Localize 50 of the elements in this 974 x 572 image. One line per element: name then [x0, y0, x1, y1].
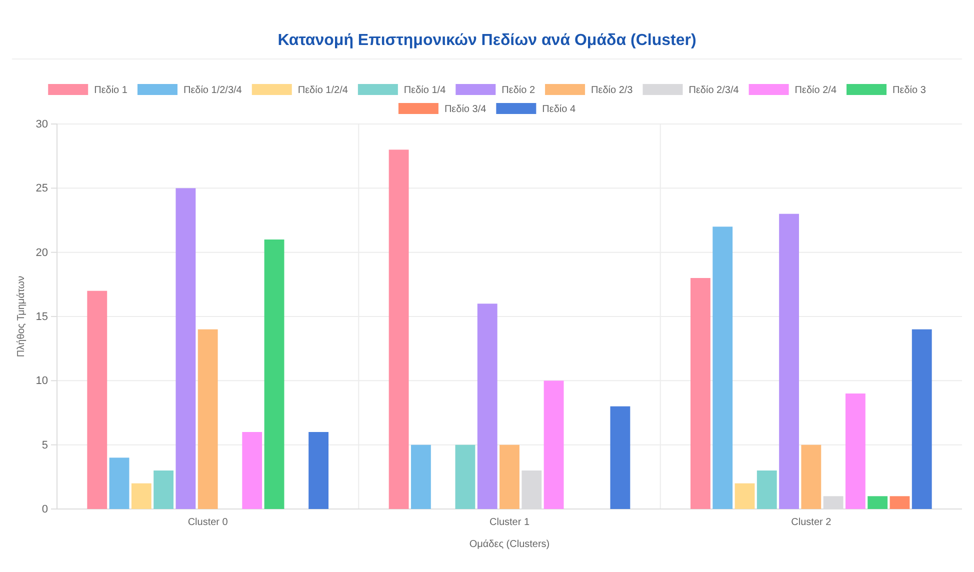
x-axis-title: Ομάδες (Clusters)	[469, 539, 550, 550]
bar	[308, 432, 328, 509]
bar	[477, 304, 498, 509]
bar	[264, 240, 284, 509]
legend-label: Πεδίο 2	[502, 85, 536, 96]
bar	[500, 444, 520, 509]
y-tick-label: 0	[42, 504, 48, 516]
x-tick-label: Cluster 1	[489, 517, 530, 528]
legend-label: Πεδίο 2/3/4	[688, 85, 740, 96]
legend-label: Πεδίο 1/4	[404, 85, 446, 96]
bar	[610, 406, 630, 509]
y-tick-label: 20	[36, 246, 48, 259]
bar	[912, 329, 932, 509]
bar	[734, 483, 755, 509]
y-tick-label: 5	[42, 439, 48, 452]
legend-label: Πεδίο 2/4	[794, 85, 837, 96]
y-tick-label: 30	[36, 118, 48, 131]
chart-title: Κατανομή Επιστημονικών Πεδίων ανά Ομάδα (Cluster)	[278, 32, 696, 49]
bar	[242, 432, 262, 509]
bar	[410, 444, 431, 509]
y-tick-label: 15	[36, 311, 48, 324]
bar	[109, 458, 130, 509]
bar	[176, 188, 196, 509]
bar	[690, 278, 710, 509]
legend-label: Πεδίο 3/4	[444, 104, 487, 115]
bar	[455, 444, 476, 509]
legend-label: Πεδίο 2/3	[591, 85, 634, 96]
bar	[198, 329, 218, 509]
x-tick-label: Cluster 2	[791, 517, 832, 528]
bar	[131, 483, 152, 509]
y-tick-label: 10	[36, 375, 48, 388]
y-tick-label: 25	[36, 182, 48, 195]
bar	[154, 470, 174, 509]
legend-label: Πεδίο 1/2/3/4	[183, 85, 242, 96]
bar	[779, 214, 799, 509]
y-axis-title: Πλήθος Τμημάτων	[16, 276, 27, 358]
legend-label: Πεδίο 3	[892, 85, 926, 96]
x-tick-label: Cluster 0	[188, 517, 228, 528]
bar	[544, 380, 564, 509]
bar	[87, 290, 108, 509]
bar	[801, 444, 822, 509]
bar	[756, 470, 777, 509]
bar	[845, 394, 866, 509]
legend-label: Πεδίο 1/2/4	[298, 85, 348, 96]
legend-label: Πεδίο 1	[94, 85, 128, 96]
bar	[388, 150, 409, 509]
bar	[868, 496, 888, 509]
bar	[890, 496, 910, 509]
bar	[712, 226, 733, 509]
legend-label: Πεδίο 4	[542, 104, 576, 115]
